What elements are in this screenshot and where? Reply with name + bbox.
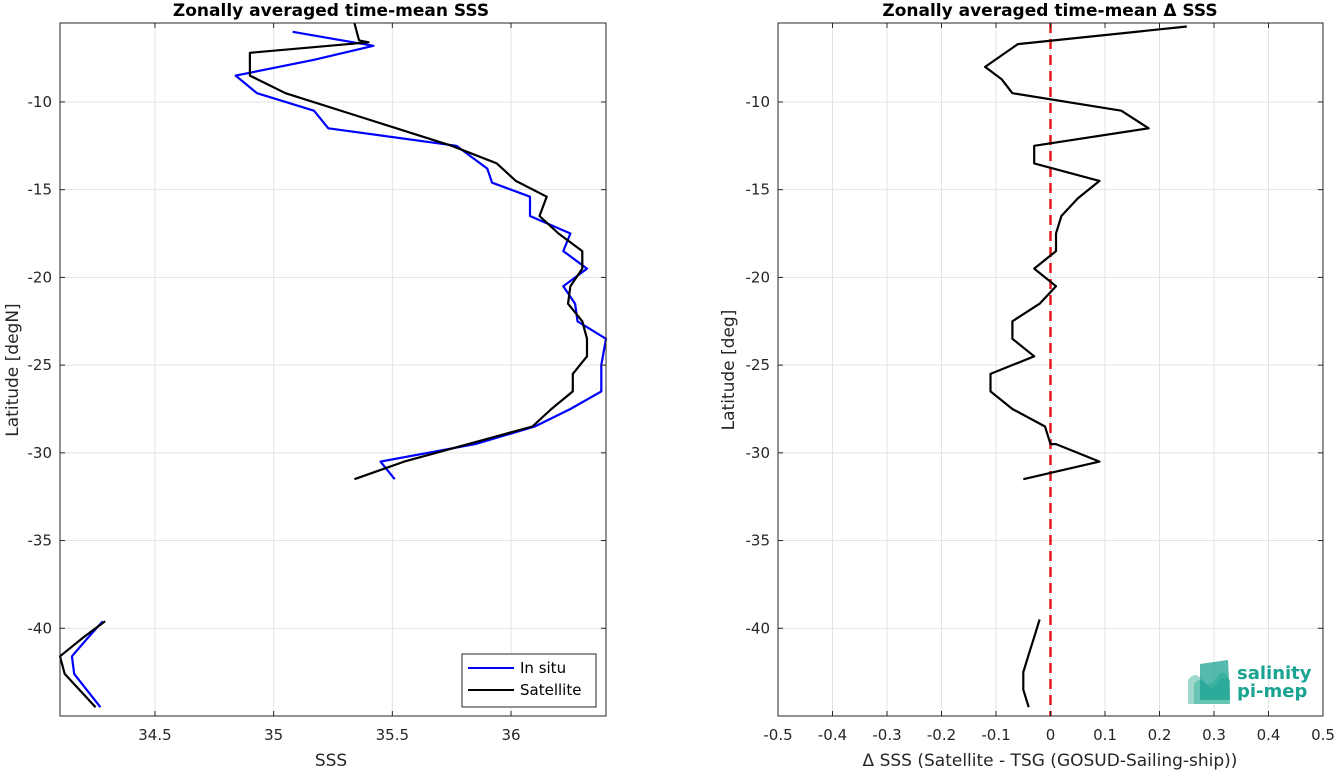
left-x-axis-label: SSS [315,751,347,770]
right-y-tick-label: -35 [746,532,771,550]
right-x-tick-label: 0.4 [1257,726,1281,744]
right-x-tick-label: -0.2 [927,726,956,744]
left-y-tick-label: -30 [28,444,53,462]
right-x-tick-label: -0.1 [981,726,1010,744]
left-y-axis-label: Latitude [degN] [3,303,23,436]
right-x-tick-label: -0.3 [872,726,901,744]
left-y-tick-label: -15 [28,181,53,199]
right-y-tick-label: -10 [746,93,771,111]
left-y-tick-label: -25 [28,356,53,374]
right-y-tick-label: -40 [746,619,771,637]
left-x-tick-label: 35.5 [376,726,409,744]
salinity-pi-mep-logo: salinity pi-mep [1188,660,1312,704]
left-x-tick-label: 34.5 [138,726,171,744]
legend-box [461,653,597,708]
logo-text-pi-mep: pi-mep [1237,681,1307,702]
right-x-tick-label: 0.3 [1202,726,1226,744]
right-y-ticks: -40 -35 -30 -25 -20 -15 -10 [746,93,1323,637]
left-x-ticks: 34.5 35 35.5 36 [138,23,521,744]
right-x-tick-label: 0.5 [1311,726,1335,744]
left-y-tick-label: -35 [28,532,53,550]
logo-text-salinity: salinity [1237,663,1312,684]
left-plot-area [60,23,606,716]
left-y-tick-label: -40 [28,619,53,637]
left-x-tick-label: 35 [264,726,283,744]
left-y-ticks: -40 -35 -30 -25 -20 -15 -10 [28,93,606,637]
left-plot-frame [59,22,607,717]
left-chart-title: Zonally averaged time-mean SSS [173,1,489,21]
right-x-tick-label: -0.5 [763,726,792,744]
left-in-situ-series-line [234,30,608,480]
left-data-lines [58,22,608,708]
left-satellite-series-line [248,22,589,481]
left-x-tick-label: 36 [501,726,520,744]
right-delta-series-line [983,25,1187,481]
left-grid [60,23,606,716]
right-y-tick-label: -15 [746,181,771,199]
left-in-situ-series-line [70,620,104,708]
left-chart-panel: 34.5 35 35.5 36 -40 -35 -30 -25 -20 -15 -10 Zonal… [3,1,608,770]
right-x-ticks: -0.5 -0.4 -0.3 -0.2 -0.1 0 0.1 0.2 0.3 0.4 0.5 [763,23,1335,744]
legend: In situ Satellite [461,653,597,708]
right-x-tick-label: -0.4 [818,726,847,744]
legend-in-situ-label: In situ [520,659,566,677]
right-chart-panel: -0.5 -0.4 -0.3 -0.2 -0.1 0 0.1 0.2 0.3 0.4 0.5 -40… [719,1,1335,770]
right-data-lines [983,25,1187,708]
left-y-tick-label: -20 [28,268,53,286]
right-y-tick-label: -20 [746,268,771,286]
right-x-tick-label: 0.1 [1093,726,1117,744]
right-x-axis-label: Δ SSS (Satellite - TSG (GOSUD-Sailing-sh… [863,751,1238,770]
right-delta-series-line [1022,619,1041,708]
right-x-tick-label: 0 [1046,726,1056,744]
right-y-tick-label: -30 [746,444,771,462]
legend-satellite-label: Satellite [520,681,581,699]
right-y-axis-label: Latitude [deg] [719,310,739,431]
right-y-tick-label: -25 [746,356,771,374]
left-y-tick-label: -10 [28,93,53,111]
right-chart-title: Zonally averaged time-mean Δ SSS [882,1,1217,21]
right-x-tick-label: 0.2 [1148,726,1172,744]
wave-logo-icon [1188,660,1230,704]
